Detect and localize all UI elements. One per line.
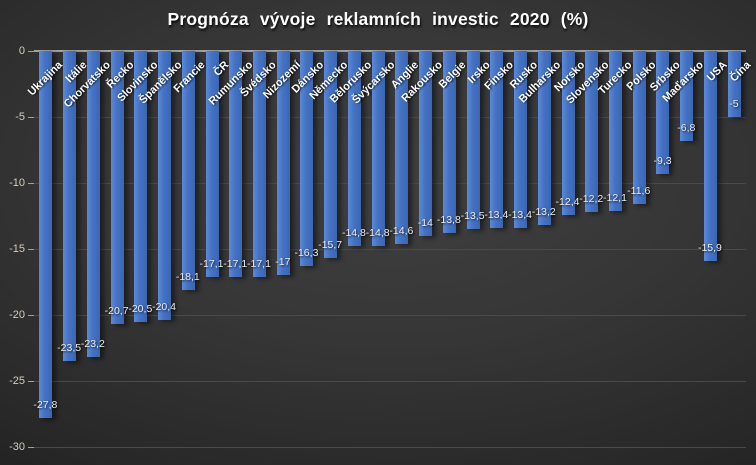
bar-value-label: -27,8 bbox=[33, 398, 58, 411]
y-tick-label: -15 bbox=[9, 243, 25, 255]
bar bbox=[537, 51, 551, 226]
bar-value-label: -12,4 bbox=[555, 195, 580, 208]
bar bbox=[63, 51, 77, 362]
bar-value-label: -20,7 bbox=[104, 305, 129, 318]
bar bbox=[490, 51, 504, 228]
bar bbox=[324, 51, 338, 259]
y-tick-label: -5 bbox=[15, 111, 25, 123]
bar-value-label: -17,1 bbox=[199, 257, 224, 270]
bar bbox=[371, 51, 385, 247]
bar bbox=[632, 51, 646, 205]
bar bbox=[680, 51, 694, 141]
bar bbox=[585, 51, 599, 213]
bar bbox=[608, 51, 622, 211]
y-tick-mark bbox=[28, 249, 34, 250]
y-tick-mark bbox=[28, 183, 34, 184]
bar-value-label: -11,6 bbox=[627, 185, 651, 198]
bar-value-label: -13,2 bbox=[531, 206, 556, 219]
bar bbox=[347, 51, 361, 247]
bar-value-label: -14,8 bbox=[365, 227, 390, 240]
y-tick-mark bbox=[28, 381, 34, 382]
bar-value-label: -23,2 bbox=[80, 338, 105, 351]
bar-value-label: -13,4 bbox=[484, 208, 509, 221]
gridline bbox=[34, 117, 746, 118]
bar bbox=[86, 51, 100, 358]
bar-value-label: -13,5 bbox=[460, 210, 485, 223]
bar-value-label: -15,9 bbox=[697, 241, 722, 254]
y-tick-label: -30 bbox=[9, 441, 25, 453]
bar bbox=[514, 51, 528, 228]
bar-value-label: -20,5 bbox=[128, 302, 153, 315]
bar-value-label: -23,5 bbox=[57, 342, 82, 355]
bar bbox=[703, 51, 717, 261]
y-tick-label: -10 bbox=[9, 177, 25, 189]
y-tick-mark bbox=[28, 51, 34, 52]
bar-value-label: -9,3 bbox=[653, 154, 672, 167]
gridline bbox=[34, 447, 746, 448]
bar-value-label: -13,8 bbox=[436, 214, 461, 227]
chart-title: Prognóza vývoje reklamních investic 2020… bbox=[167, 9, 589, 29]
bar bbox=[205, 51, 219, 277]
bar bbox=[466, 51, 480, 230]
bar bbox=[229, 51, 243, 277]
bar-value-label: -16,3 bbox=[294, 247, 319, 260]
bar-value-label: -17,1 bbox=[247, 257, 271, 270]
bar-value-label: -17 bbox=[275, 256, 291, 269]
bar-value-label: -12,1 bbox=[603, 191, 627, 204]
gridline bbox=[34, 381, 746, 382]
bar-value-label: -14 bbox=[417, 216, 433, 229]
bar bbox=[181, 51, 195, 290]
bar-value-label: -5 bbox=[729, 98, 739, 110]
gridline bbox=[34, 315, 746, 316]
bar bbox=[419, 51, 433, 236]
y-tick-mark bbox=[28, 117, 34, 118]
bar bbox=[39, 51, 53, 418]
bar bbox=[442, 51, 456, 234]
bar-value-label: -14,6 bbox=[389, 224, 414, 237]
bar-value-label: -12,2 bbox=[579, 193, 604, 206]
bar-value-label: -20,4 bbox=[152, 301, 177, 314]
y-tick-label: -25 bbox=[9, 375, 25, 387]
bar-value-label: -17,1 bbox=[223, 257, 248, 270]
y-tick-mark bbox=[28, 447, 34, 448]
bar-value-label: -14,8 bbox=[341, 227, 366, 240]
bar-value-label: -6,8 bbox=[677, 121, 696, 134]
bar-value-label: -15,7 bbox=[318, 239, 343, 252]
bar bbox=[276, 51, 290, 276]
bar-value-label: -13,4 bbox=[508, 208, 533, 221]
bar bbox=[561, 51, 575, 215]
bar-value-label: -18,1 bbox=[175, 270, 200, 283]
bar bbox=[158, 51, 172, 321]
bar bbox=[134, 51, 148, 322]
bar bbox=[395, 51, 409, 244]
bar bbox=[110, 51, 124, 325]
y-tick-mark bbox=[28, 315, 34, 316]
bar bbox=[300, 51, 314, 267]
y-tick-label: -20 bbox=[9, 309, 25, 321]
bar bbox=[656, 51, 670, 174]
x-axis-zero-line bbox=[34, 50, 746, 52]
y-tick-label: 0 bbox=[18, 45, 25, 57]
gridline bbox=[34, 249, 746, 250]
bar bbox=[252, 51, 266, 277]
bar bbox=[727, 51, 741, 117]
gridline bbox=[34, 183, 746, 184]
